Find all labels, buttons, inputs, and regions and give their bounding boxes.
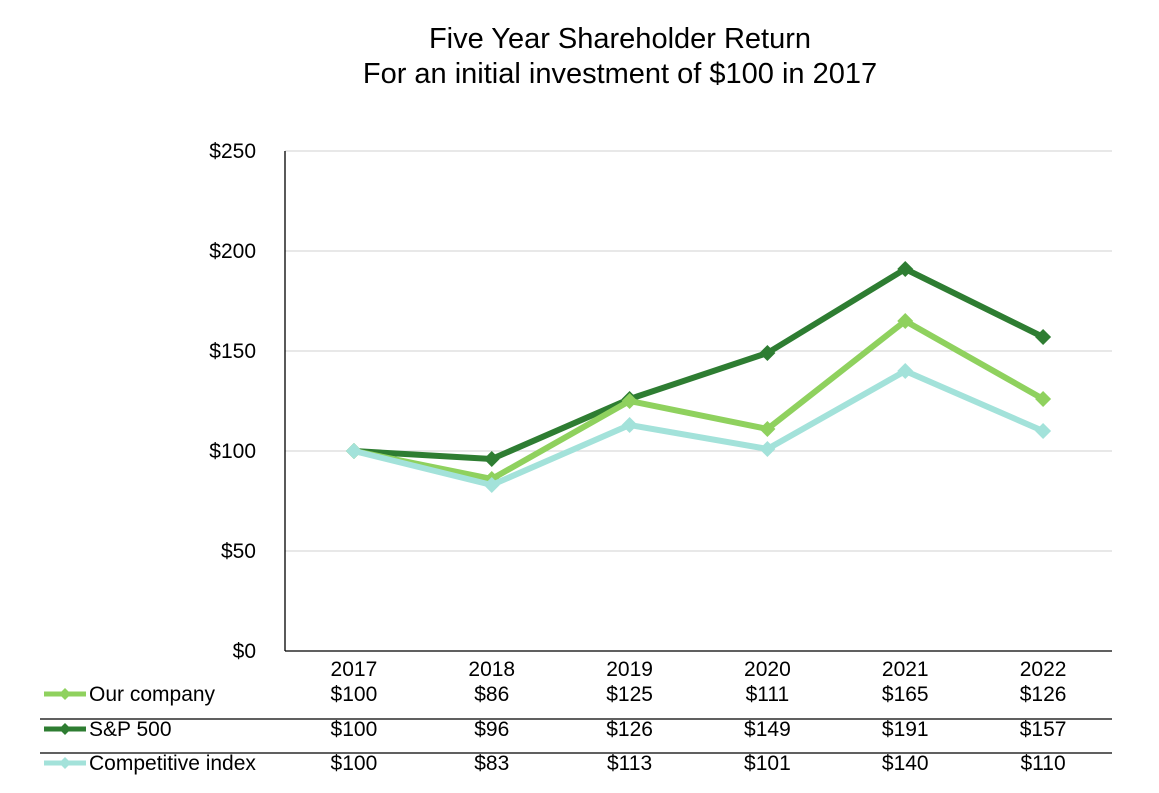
data-label: $101	[744, 752, 791, 775]
y-tick-label: $100	[209, 440, 256, 463]
data-label: $100	[331, 752, 378, 775]
x-tick-label: 2020	[744, 658, 791, 681]
data-label: $111	[746, 683, 790, 706]
data-label: $96	[474, 718, 509, 741]
data-point-marker	[1035, 423, 1052, 439]
legend-key-marker	[59, 757, 71, 769]
data-point-marker	[897, 313, 914, 329]
axes: $0 $50 $100 $150 $200 $250 2017 2018 2019 2020 202…	[209, 140, 1112, 681]
x-tick-label: 2019	[606, 658, 653, 681]
data-label: $86	[474, 683, 509, 706]
data-label: $157	[1020, 718, 1067, 741]
data-point-marker	[345, 443, 362, 459]
data-point-marker	[759, 441, 776, 457]
data-point-marker	[483, 451, 500, 467]
data-point-marker	[1035, 391, 1052, 407]
y-tick-label: $250	[209, 140, 256, 163]
data-point-marker	[897, 261, 914, 277]
series-line	[350, 266, 1047, 462]
data-label: $125	[606, 683, 653, 706]
data-point-marker	[621, 417, 638, 433]
data-label: $100	[331, 683, 378, 706]
data-label: $100	[331, 718, 378, 741]
x-tick-label: 2021	[882, 658, 929, 681]
data-point-marker	[897, 363, 914, 379]
data-label: $113	[607, 752, 652, 775]
data-point-marker	[759, 421, 776, 437]
y-tick-label: $200	[209, 240, 256, 263]
chart-title-line: Five Year Shareholder Return	[428, 23, 812, 55]
data-point-marker	[759, 345, 776, 361]
data-point-marker	[483, 477, 500, 493]
legend-series-name: Our company	[89, 683, 216, 706]
data-table: Our company $100 $86 $125 $111 $165 $126 S&P 50…	[40, 683, 1112, 775]
data-point-marker	[1035, 329, 1052, 345]
chart-subtitle: For an initial investment of $100 in 201…	[362, 58, 878, 90]
data-point-marker	[621, 393, 638, 409]
legend-key-marker	[59, 688, 71, 700]
gridlines	[285, 150, 1112, 552]
series-lines	[345, 261, 1052, 493]
x-tick-label: 2018	[468, 658, 515, 681]
data-label: $83	[474, 752, 509, 775]
y-tick-label: $0	[233, 640, 256, 663]
data-label: $149	[744, 718, 791, 741]
x-tick-label: 2022	[1020, 658, 1067, 681]
data-label: $165	[882, 683, 929, 706]
chart-title: Five Year Shareholder Return For an init…	[300, 22, 940, 92]
data-label: $126	[1020, 683, 1067, 706]
legend-series-name: S&P 500	[89, 718, 172, 741]
y-tick-label: $150	[209, 340, 256, 363]
data-label: $191	[882, 718, 929, 741]
legend-key-marker	[59, 723, 71, 735]
x-tick-label: 2017	[331, 658, 378, 681]
data-label: $140	[882, 752, 929, 775]
y-tick-label: $50	[221, 540, 256, 563]
data-label: $110	[1020, 752, 1065, 775]
data-label: $126	[606, 718, 653, 741]
legend-series-name: Competitive index	[89, 752, 256, 775]
series-line	[350, 368, 1047, 488]
series-line	[350, 318, 1047, 482]
